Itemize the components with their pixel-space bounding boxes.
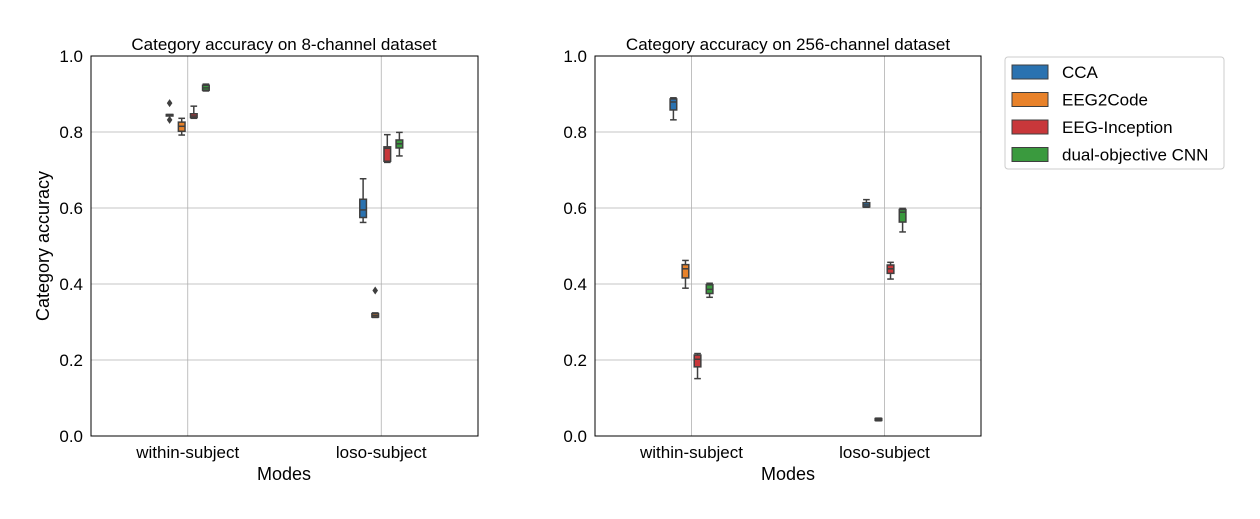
grid: [595, 55, 981, 437]
y-tick-label: 1.0: [59, 47, 83, 66]
chart-title: Category accuracy on 256-channel dataset: [626, 35, 950, 54]
x-tick-label: within-subject: [639, 443, 743, 462]
outlier-point: [166, 99, 173, 108]
box-cca-within-subject: [165, 99, 174, 124]
plot-frame: [90, 55, 479, 437]
outlier-point: [166, 115, 173, 124]
box-iqr: [693, 354, 702, 368]
legend-label: dual-objective CNN: [1062, 146, 1208, 165]
box-eeg2code-within-subject: [681, 259, 690, 289]
legend-swatch: [1011, 119, 1049, 135]
box-eeg-inception-within-subject: [693, 352, 702, 380]
box-cca-within-subject: [669, 97, 678, 121]
box-iqr: [383, 146, 392, 163]
box-dual-objective-cnn-loso-subject: [898, 207, 907, 233]
chart-256-channel: Category accuracy on 256-channel dataset…: [563, 35, 982, 484]
x-tick-label: loso-subject: [336, 443, 427, 462]
boxes: [165, 83, 404, 319]
box-eeg-inception-loso-subject: [886, 261, 895, 280]
boxes: [669, 97, 907, 422]
y-tick-label: 0.2: [59, 351, 83, 370]
box-eeg2code-within-subject: [177, 117, 186, 136]
box-iqr: [669, 98, 678, 111]
y-tick-label: 0.8: [59, 123, 83, 142]
legend-item: EEG-Inception: [1011, 118, 1173, 137]
x-ticks: within-subject loso-subject: [135, 443, 427, 462]
y-tick-label: 0.0: [563, 427, 587, 446]
legend-label: EEG-Inception: [1062, 118, 1173, 137]
y-tick-label: 0.0: [59, 427, 83, 446]
box-eeg-inception-loso-subject: [383, 133, 392, 164]
box-iqr: [898, 208, 907, 223]
y-tick-label: 0.6: [59, 199, 83, 218]
legend: CCA EEG2Code EEG-Inception dual-objective C…: [1004, 56, 1225, 170]
y-tick-label: 0.4: [59, 275, 83, 294]
x-tick-label: loso-subject: [839, 443, 930, 462]
grid: [91, 55, 478, 437]
legend-label: EEG2Code: [1062, 91, 1148, 110]
x-ticks: within-subject loso-subject: [639, 443, 930, 462]
box-dual-objective-cnn-loso-subject: [395, 131, 404, 157]
x-axis-label: Modes: [761, 464, 815, 484]
legend-swatch: [1011, 92, 1049, 107]
box-iqr: [359, 198, 368, 219]
y-axis-label: Category accuracy: [33, 171, 53, 321]
box-cca-loso-subject: [359, 177, 368, 224]
y-tick-label: 0.4: [563, 275, 587, 294]
legend-item: CCA: [1011, 63, 1099, 82]
box-dual-objective-cnn-within-subject: [201, 83, 210, 92]
legend-frame: [1004, 56, 1225, 170]
box-eeg2code-loso-subject: [371, 286, 380, 319]
plot-frame: [594, 55, 982, 437]
chart-title: Category accuracy on 8-channel dataset: [131, 35, 437, 54]
y-tick-label: 0.8: [563, 123, 587, 142]
outlier-point: [372, 286, 379, 295]
x-tick-label: within-subject: [135, 443, 239, 462]
box-cca-loso-subject: [862, 198, 871, 208]
legend-swatch: [1011, 147, 1049, 162]
x-axis-label: Modes: [257, 464, 311, 484]
legend-swatch: [1011, 64, 1049, 80]
legend-item: dual-objective CNN: [1011, 146, 1208, 165]
y-ticks: 0.0 0.2 0.4 0.6 0.8 1.0: [563, 47, 587, 446]
box-eeg2code-loso-subject: [874, 417, 883, 422]
y-tick-label: 0.6: [563, 199, 587, 218]
legend-label: CCA: [1062, 63, 1099, 82]
y-tick-label: 0.2: [563, 351, 587, 370]
y-ticks: 0.0 0.2 0.4 0.6 0.8 1.0: [59, 47, 83, 446]
box-dual-objective-cnn-within-subject: [705, 282, 714, 299]
legend-item: EEG2Code: [1011, 91, 1148, 110]
box-eeg-inception-within-subject: [189, 105, 198, 120]
chart-8-channel: Category accuracy on 8-channel dataset 0…: [33, 35, 479, 484]
y-tick-label: 1.0: [563, 47, 587, 66]
box-iqr: [681, 263, 690, 279]
